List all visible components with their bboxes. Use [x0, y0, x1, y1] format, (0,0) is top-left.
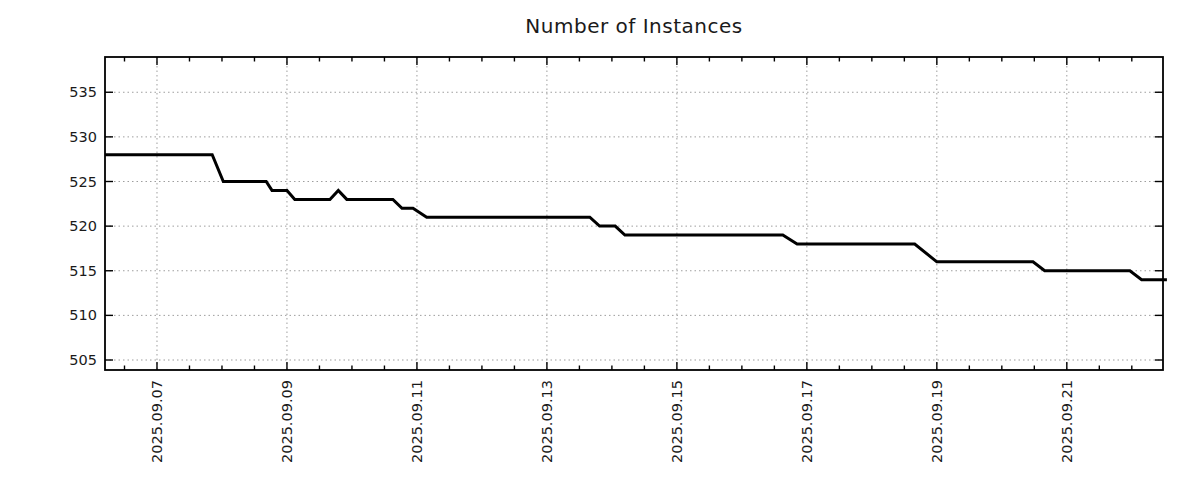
y-tick-label: 525	[69, 174, 97, 190]
chart-plot: 505 510 515 520 525 530 535 2025.09.07 2025.09.0…	[0, 0, 1200, 500]
chart-container: Number of Instances 50551051552052553053…	[0, 0, 1200, 500]
y-tick-label: 530	[69, 129, 97, 145]
y-tick-label: 535	[69, 84, 97, 100]
x-tick-label: 2025.09.07	[149, 380, 165, 463]
data-line	[105, 155, 1167, 280]
y-tick-label: 520	[69, 218, 97, 234]
x-tick-label: 2025.09.11	[409, 380, 425, 463]
x-tick-label: 2025.09.19	[929, 380, 945, 463]
plot-border	[105, 57, 1163, 370]
x-tick-label: 2025.09.21	[1059, 380, 1075, 463]
x-tick-label: 2025.09.09	[279, 380, 295, 463]
y-tick-label: 515	[69, 263, 97, 279]
x-tick-label: 2025.09.13	[539, 380, 555, 463]
y-tick-label: 510	[69, 307, 97, 323]
x-tick-label: 2025.09.17	[799, 380, 815, 463]
x-tick-label: 2025.09.15	[669, 380, 685, 463]
y-tick-label: 505	[69, 352, 97, 368]
